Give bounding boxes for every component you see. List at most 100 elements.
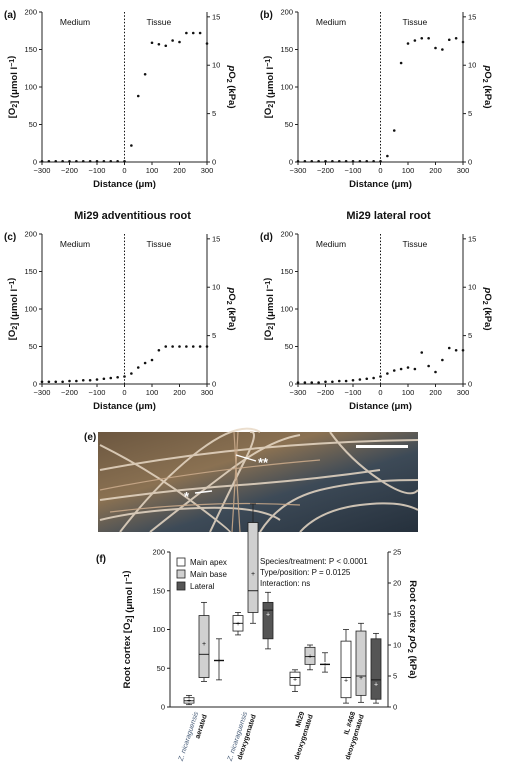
box	[355, 630, 367, 696]
y2-tick-label: 5	[393, 672, 397, 681]
legend-label: Main base	[190, 570, 227, 579]
data-point	[95, 378, 99, 381]
data-point	[399, 61, 403, 65]
panel-letter: (b)	[260, 10, 273, 21]
y-tick-label: 50	[157, 664, 165, 673]
data-point	[61, 380, 64, 384]
x-tick-label: −100	[89, 388, 106, 397]
data-point	[178, 345, 181, 348]
y-tick-label: 150	[280, 267, 293, 276]
data-point	[68, 159, 71, 163]
region-label-tissue: Tissue	[403, 17, 428, 27]
y2-axis-label: pO2 (kPa)	[481, 65, 493, 109]
y2-tick-label: 10	[393, 641, 401, 650]
region-label-medium: Medium	[316, 17, 346, 27]
data-point	[296, 159, 300, 163]
y2-axis-label: Root cortex pO2 (kPa)	[406, 580, 418, 678]
data-point	[461, 40, 465, 44]
x-tick-label: 300	[457, 388, 470, 397]
y2-tick-label: 0	[212, 158, 216, 167]
y2-axis-label: pO2 (kPa)	[225, 65, 237, 109]
y-tick-label: 50	[29, 342, 37, 351]
panel-b-profile-chart: (b) 0 50 100 150 200 0 5 10 15 −300 −200 −100 0 100 200…	[260, 8, 493, 191]
data-point	[150, 358, 154, 362]
data-point	[150, 41, 154, 45]
y-axis-label: [O2] (μmol l−1)	[262, 278, 276, 341]
legend-label: Main apex	[190, 558, 227, 567]
x-tick-label: 0	[378, 388, 382, 397]
x-axis-label: Distance (μm)	[93, 401, 156, 412]
y2-tick-label: 10	[212, 61, 220, 70]
data-point	[365, 377, 369, 381]
y2-tick-label: 20	[393, 579, 401, 588]
box-mean-marker: +	[266, 612, 270, 619]
y-tick-label: 200	[280, 8, 293, 17]
data-point	[75, 379, 78, 383]
panel-title: Mi29 lateral root	[346, 210, 431, 222]
data-point	[205, 345, 209, 348]
y-tick-label: 50	[285, 120, 293, 129]
data-point	[413, 367, 417, 371]
panel-d-profile-chart: (d) Mi29 lateral root 0 50 100 150 200 0 5 10 15 −3…	[260, 210, 493, 412]
x-tick-label: −300	[290, 388, 307, 397]
y2-tick-label: 5	[468, 331, 472, 340]
data-point	[68, 379, 71, 383]
x-tick-label: 200	[173, 388, 186, 397]
data-point	[317, 381, 320, 384]
panel-title: Mi29 adventitious root	[74, 210, 191, 222]
y-axis-label: [O2] (μmol l−1)	[6, 56, 20, 119]
data-point	[337, 159, 341, 163]
x-tick-label: −100	[345, 166, 362, 175]
box-mean-marker: +	[217, 658, 221, 665]
data-point	[164, 44, 168, 48]
y2-tick-label: 15	[212, 234, 220, 243]
data-point	[358, 378, 362, 381]
panel-e-root-photo: (e) **	[84, 427, 419, 533]
y-tick-label: 150	[280, 45, 293, 54]
panel-a-profile-chart: (a) 0 50 100 150 200 0 5 10 15 −300 −200 −100 0 100 200…	[4, 8, 237, 191]
data-point	[81, 159, 85, 163]
y2-tick-label: 15	[468, 12, 476, 21]
data-point	[358, 159, 362, 163]
panel-letter: (d)	[260, 232, 273, 243]
arrow-double-star	[235, 454, 257, 462]
region-label-tissue: Tissue	[147, 239, 172, 249]
data-point	[441, 48, 444, 51]
y2-axis-label: pO2 (kPa)	[481, 287, 493, 331]
data-point	[386, 154, 389, 158]
data-point	[447, 38, 451, 42]
data-point	[441, 358, 444, 362]
x-tick-label: −200	[317, 388, 334, 397]
data-point	[185, 31, 188, 35]
box-mean-marker: +	[308, 653, 312, 660]
y2-tick-label: 25	[393, 548, 401, 557]
data-point	[392, 129, 396, 132]
region-label-medium: Medium	[60, 17, 90, 27]
box	[262, 601, 274, 640]
y-tick-label: 200	[152, 548, 165, 557]
x-axis-label: Distance (μm)	[349, 179, 412, 190]
panel-letter: (a)	[4, 10, 16, 21]
data-point	[95, 159, 99, 163]
data-point	[143, 361, 147, 365]
legend-label: Lateral	[190, 582, 215, 591]
data-point	[205, 42, 209, 45]
box-mean-marker: +	[374, 681, 378, 688]
y-tick-label: 0	[289, 380, 293, 389]
box-mean-marker: +	[187, 698, 191, 705]
x-tick-label: −200	[317, 166, 334, 175]
data-point	[399, 367, 403, 371]
data-point	[454, 348, 458, 352]
y-tick-label: 100	[152, 625, 165, 634]
stat-text: Species/treatment: P < 0.0001	[260, 557, 368, 566]
x-tick-label: 100	[146, 166, 159, 175]
x-axis-label: Distance (μm)	[349, 401, 412, 412]
data-point	[109, 159, 113, 163]
data-point	[427, 364, 430, 368]
data-point	[365, 159, 369, 163]
box-mean-marker: +	[251, 571, 255, 578]
data-point	[324, 159, 327, 163]
